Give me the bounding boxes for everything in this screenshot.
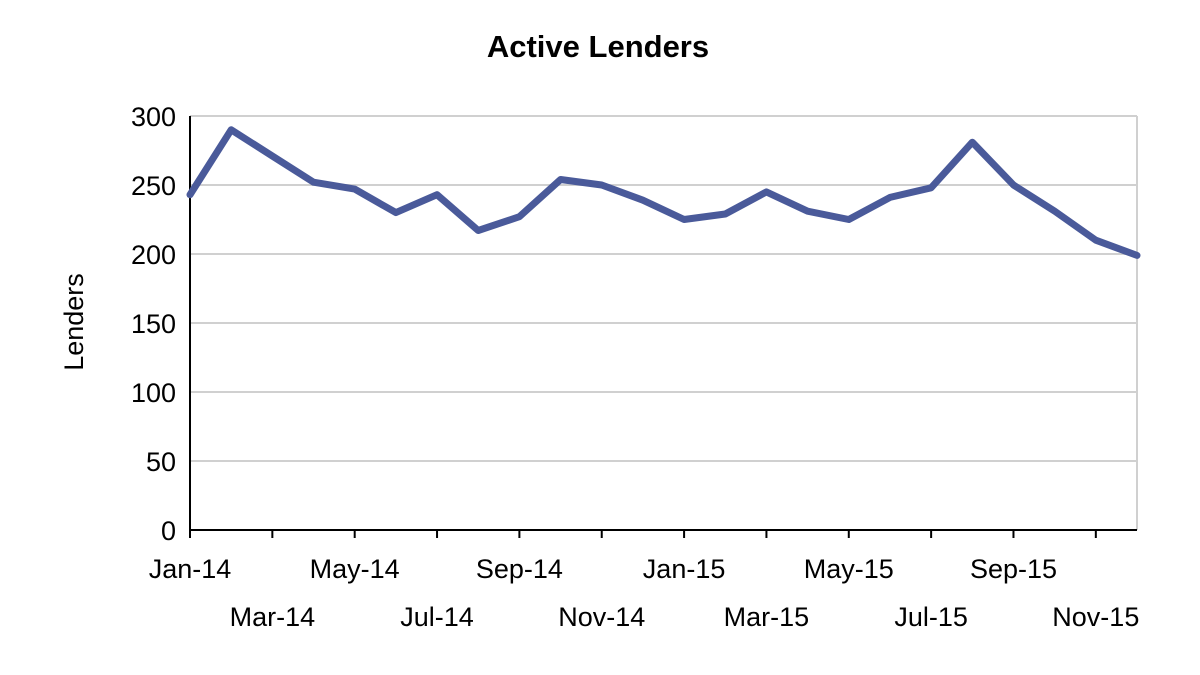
x-tick-label: May-15	[804, 554, 894, 584]
series-group	[186, 126, 1141, 259]
x-tick-label: Jul-15	[894, 602, 968, 632]
gridlines	[190, 115, 1138, 531]
y-axis-label: Lenders	[59, 273, 89, 371]
y-tick-label: 150	[131, 309, 176, 339]
x-tick-label: Jan-14	[149, 554, 232, 584]
y-tick-label: 0	[161, 516, 176, 546]
y-tick-label: 200	[131, 240, 176, 270]
y-tick-label: 250	[131, 171, 176, 201]
y-tick-label: 300	[131, 102, 176, 132]
y-tick-label: 50	[146, 447, 176, 477]
x-tick-label: Jul-14	[400, 602, 474, 632]
x-tick-label: Mar-14	[230, 602, 316, 632]
y-tick-label: 100	[131, 378, 176, 408]
x-tick-label: May-14	[310, 554, 400, 584]
x-tick-label: Jan-15	[643, 554, 726, 584]
x-tick-label: Mar-15	[724, 602, 810, 632]
y-tick-labels: 0 50 100 150 200 250 300	[131, 102, 176, 546]
chart-title: Active Lenders	[487, 29, 709, 64]
x-tick-label: Sep-14	[476, 554, 563, 584]
series-line	[186, 126, 1141, 259]
x-tick-label: Sep-15	[970, 554, 1057, 584]
x-tick-label: Nov-14	[558, 602, 645, 632]
x-tick-label: Nov-15	[1052, 602, 1139, 632]
